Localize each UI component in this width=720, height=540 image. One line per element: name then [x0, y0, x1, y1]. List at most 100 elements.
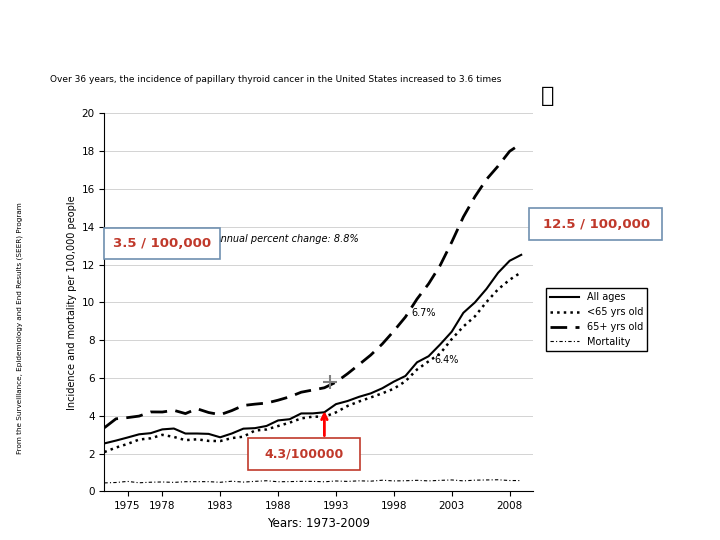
<65 yrs old — [285, 420, 294, 426]
Mortality — [146, 479, 155, 485]
Y-axis label: Incidence and mortality per 100,000 people: Incidence and mortality per 100,000 peop… — [67, 195, 77, 410]
<65 yrs old — [135, 436, 143, 443]
<65 yrs old — [204, 437, 213, 444]
All ages — [158, 426, 166, 433]
65+ yrs old — [308, 387, 317, 393]
<65 yrs old — [447, 336, 456, 342]
All ages — [459, 309, 468, 316]
Mortality — [447, 477, 456, 483]
All ages — [355, 394, 364, 400]
Text: Over 36 years, the incidence of papillary thyroid cancer in the United States in: Over 36 years, the incidence of papillar… — [50, 75, 502, 84]
All ages — [343, 398, 352, 404]
Mortality — [413, 477, 421, 483]
65+ yrs old — [135, 413, 143, 420]
All ages — [471, 299, 480, 306]
65+ yrs old — [169, 407, 178, 414]
Line: <65 yrs old: <65 yrs old — [104, 272, 521, 452]
Mortality — [366, 478, 375, 484]
All ages — [181, 430, 190, 437]
65+ yrs old — [123, 414, 132, 421]
All ages — [366, 390, 375, 396]
Mortality — [343, 478, 352, 484]
Mortality — [297, 478, 305, 484]
<65 yrs old — [297, 415, 305, 422]
All ages — [251, 425, 259, 431]
Text: Geographic Areas: USA: Geographic Areas: USA — [33, 11, 687, 59]
65+ yrs old — [228, 407, 236, 414]
65+ yrs old — [158, 409, 166, 415]
Mortality — [332, 478, 341, 484]
Mortality — [135, 480, 143, 486]
<65 yrs old — [471, 313, 480, 320]
<65 yrs old — [169, 434, 178, 440]
<65 yrs old — [459, 323, 468, 330]
<65 yrs old — [181, 437, 190, 443]
<65 yrs old — [401, 378, 410, 384]
X-axis label: Years: 1973-2009: Years: 1973-2009 — [267, 517, 370, 530]
Mortality — [204, 478, 213, 485]
All ages — [482, 286, 491, 292]
65+ yrs old — [146, 409, 155, 415]
<65 yrs old — [158, 431, 166, 438]
<65 yrs old — [216, 438, 225, 444]
65+ yrs old — [251, 401, 259, 407]
<65 yrs old — [274, 423, 282, 429]
Text: Annual percent change: 8.8%: Annual percent change: 8.8% — [215, 234, 359, 244]
65+ yrs old — [204, 409, 213, 416]
Mortality — [169, 479, 178, 485]
65+ yrs old — [112, 416, 120, 422]
65+ yrs old — [181, 410, 190, 417]
65+ yrs old — [343, 370, 352, 377]
Mortality — [517, 477, 526, 484]
Mortality — [181, 478, 190, 485]
Mortality — [436, 477, 444, 484]
65+ yrs old — [494, 163, 503, 170]
65+ yrs old — [517, 140, 526, 147]
Mortality — [424, 478, 433, 484]
Mortality — [112, 480, 120, 486]
<65 yrs old — [505, 276, 514, 283]
Mortality — [355, 477, 364, 484]
<65 yrs old — [193, 436, 202, 443]
65+ yrs old — [239, 402, 248, 409]
All ages — [494, 269, 503, 276]
<65 yrs old — [424, 358, 433, 365]
<65 yrs old — [482, 299, 491, 305]
Mortality — [239, 479, 248, 485]
All ages — [378, 385, 387, 392]
All ages — [517, 252, 526, 258]
<65 yrs old — [308, 414, 317, 420]
<65 yrs old — [413, 366, 421, 373]
All ages — [332, 401, 341, 407]
<65 yrs old — [320, 414, 329, 420]
Mortality — [251, 478, 259, 484]
All ages — [100, 440, 109, 447]
65+ yrs old — [401, 314, 410, 320]
Text: From the Surveillance, Epidemiology and End Results (SEER) Program: From the Surveillance, Epidemiology and … — [17, 202, 23, 455]
<65 yrs old — [112, 444, 120, 451]
65+ yrs old — [482, 176, 491, 183]
<65 yrs old — [517, 269, 526, 275]
<65 yrs old — [355, 398, 364, 404]
Mortality — [401, 477, 410, 484]
Text: 3.5 / 100,000: 3.5 / 100,000 — [113, 237, 211, 250]
All ages — [401, 373, 410, 379]
Mortality — [100, 480, 109, 486]
Text: ⌕: ⌕ — [541, 86, 554, 106]
Mortality — [320, 478, 329, 485]
All ages — [216, 434, 225, 441]
All ages — [447, 328, 456, 335]
Mortality — [216, 479, 225, 485]
<65 yrs old — [436, 350, 444, 357]
All ages — [297, 410, 305, 417]
<65 yrs old — [146, 435, 155, 442]
65+ yrs old — [459, 214, 468, 220]
All ages — [135, 431, 143, 437]
All ages — [262, 423, 271, 429]
Mortality — [378, 477, 387, 483]
Mortality — [494, 476, 503, 483]
Text: 6.7%: 6.7% — [411, 308, 436, 318]
Mortality — [471, 477, 480, 483]
All ages — [123, 434, 132, 441]
65+ yrs old — [355, 361, 364, 368]
